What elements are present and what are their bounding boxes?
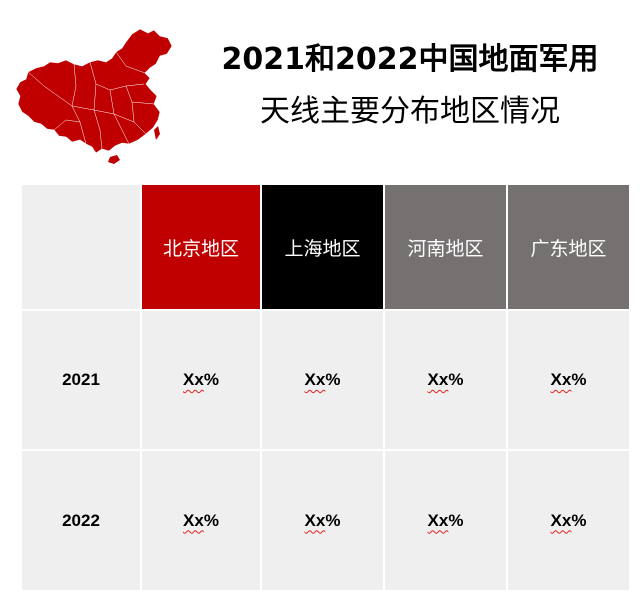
value-text: Xx: [550, 510, 572, 530]
header-beijing: 北京地区: [142, 185, 260, 309]
value-2021-henan: Xx%: [385, 311, 506, 449]
value-2021-guangdong: Xx%: [508, 311, 629, 449]
percent-sign: %: [448, 510, 464, 530]
percent-sign: %: [203, 510, 219, 530]
value-text: Xx: [427, 370, 449, 389]
page-title: 2021和2022中国地面军用 天线主要分布地区情况: [190, 42, 630, 146]
value-text: Xx: [427, 510, 449, 530]
value-2021-shanghai: Xx%: [262, 311, 383, 449]
header-henan: 河南地区: [385, 185, 506, 309]
china-map-image: [15, 28, 173, 164]
header-guangdong: 广东地区: [508, 185, 629, 309]
title-line-2: 天线主要分布地区情况: [260, 94, 560, 129]
value-2022-henan: Xx%: [385, 451, 506, 590]
value-2022-guangdong: Xx%: [508, 451, 629, 590]
hainan-island-shape: [108, 155, 120, 164]
title-line-1: 2021和2022中国地面军用: [221, 42, 599, 77]
header-shanghai: 上海地区: [262, 185, 383, 309]
percent-sign: %: [203, 370, 219, 389]
value-2021-beijing: Xx%: [142, 311, 260, 449]
china-map-shape: [15, 28, 173, 154]
percent-sign: %: [325, 510, 341, 530]
percent-sign: %: [571, 510, 587, 530]
value-2022-shanghai: Xx%: [262, 451, 383, 590]
row-year-2021: 2021: [22, 311, 140, 449]
table-corner-cell: [22, 185, 140, 309]
percent-sign: %: [571, 370, 587, 389]
row-year-2022: 2022: [22, 451, 140, 590]
distribution-table: 北京地区 上海地区 河南地区 广东地区 2021 Xx% Xx% Xx% Xx%…: [22, 185, 629, 590]
value-text: Xx: [183, 510, 204, 530]
percent-sign: %: [448, 370, 464, 389]
value-text: Xx: [550, 370, 572, 389]
taiwan-island-shape: [154, 126, 160, 140]
value-text: Xx: [183, 370, 204, 389]
value-2022-beijing: Xx%: [142, 451, 260, 590]
value-text: Xx: [304, 370, 326, 389]
percent-sign: %: [325, 370, 341, 389]
value-text: Xx: [304, 510, 326, 530]
